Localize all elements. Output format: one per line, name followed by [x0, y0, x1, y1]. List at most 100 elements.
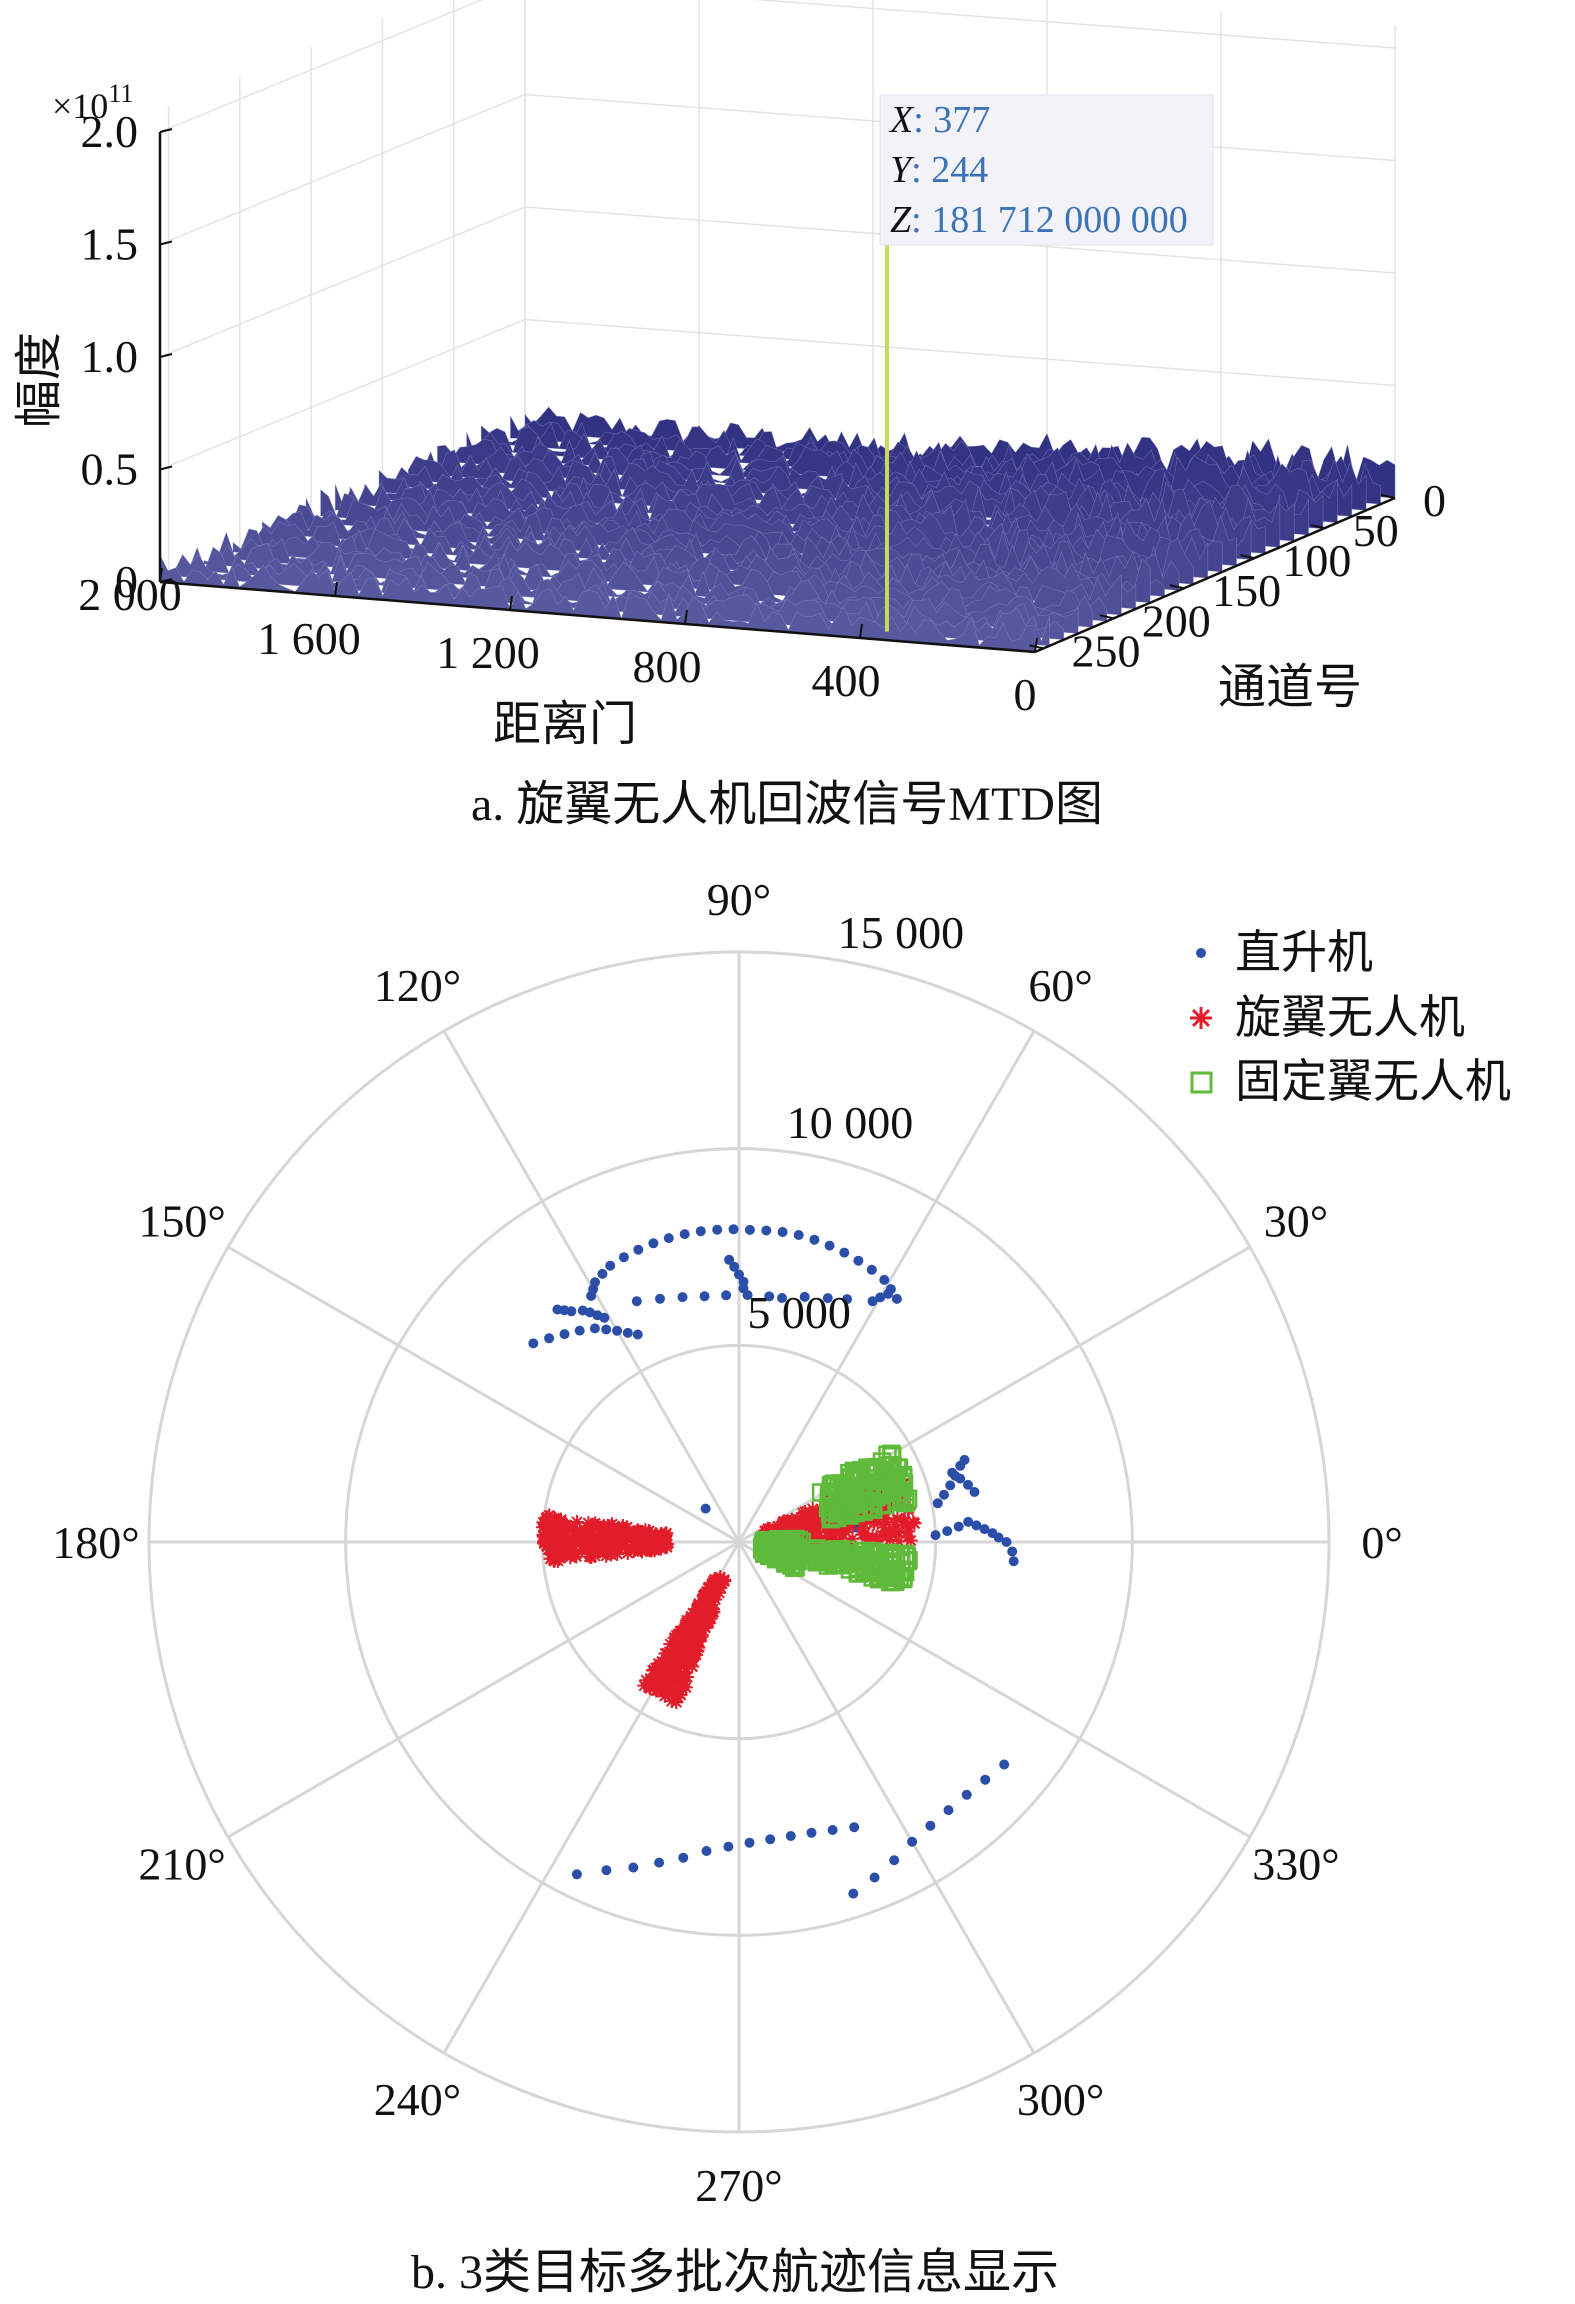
datatip[interactable]: X: 377 Y: 244 Z: 181 712 000 000: [879, 94, 1214, 246]
helicopter-point: [590, 1277, 600, 1288]
helicopter-point: [947, 1467, 958, 1478]
legend-item-helicopter[interactable]: 直升机: [1196, 927, 1373, 978]
polar-spoke: [738, 1540, 1251, 1839]
helicopter-point: [979, 1524, 990, 1535]
helicopter-point: [932, 1498, 943, 1509]
rotor-uav-point: [685, 1659, 700, 1674]
z-exponent: ×1011: [52, 79, 133, 126]
rotor-uav-point: [569, 1546, 584, 1561]
legend-marker-star: [1190, 1007, 1212, 1029]
rotor-uav-point: [549, 1538, 564, 1553]
helicopter-point: [700, 1503, 711, 1514]
rotor-uav-point: [596, 1519, 611, 1534]
helicopter-point: [699, 1291, 710, 1302]
rotor-uav-point: [538, 1515, 553, 1530]
rotor-uav-point: [697, 1607, 712, 1622]
helicopter-point: [777, 1293, 787, 1303]
theta-tick-label: 150°: [138, 1195, 225, 1246]
rotor-uav-point: [809, 1525, 824, 1540]
helicopter-point: [678, 1852, 689, 1863]
helicopter-point: [853, 1255, 864, 1266]
rotor-uav-point: [550, 1553, 565, 1568]
legend: 直升机 旋翼无人机 固定翼无人机: [1190, 927, 1511, 1107]
helicopter-point: [842, 1294, 853, 1305]
rotor-uav-point: [907, 1516, 922, 1531]
datatip-x-key: X: [888, 99, 915, 141]
datatip-y-value: 244: [931, 149, 988, 191]
datatip-box: [879, 94, 1214, 246]
helicopter-point: [930, 1530, 941, 1541]
legend-marker-dot: [1196, 948, 1206, 958]
rotor-uav-point: [708, 1592, 723, 1607]
rotor-uav-point: [865, 1529, 880, 1544]
rotor-uav-point: [643, 1543, 658, 1558]
helicopter-point: [827, 1825, 838, 1835]
rotor-uav-point: [674, 1624, 689, 1639]
helicopter-point: [663, 1233, 674, 1244]
helicopter-point: [764, 1291, 775, 1302]
helicopter-point: [942, 1526, 953, 1537]
rotor-uav-point: [676, 1636, 691, 1651]
rotor-uav-point: [696, 1588, 711, 1603]
polar-track-panel: 0° 30° 60° 90° 120° 150° 180° 210° 240° 270° 300° 3…: [52, 874, 1511, 2299]
rotor-uav-point: [597, 1542, 612, 1557]
rotor-uav-point: [680, 1670, 695, 1685]
x-tick-label: 1 200: [436, 627, 540, 678]
rotor-uav-point: [823, 1521, 838, 1536]
helicopter-point: [1001, 1537, 1012, 1547]
y-tick-label: 50: [1353, 505, 1399, 556]
legend-item-fixed-wing-uav[interactable]: 固定翼无人机: [1190, 1056, 1511, 1107]
helicopter-point: [559, 1329, 570, 1340]
polar-labels: 0° 30° 60° 90° 120° 150° 180° 210° 240° 270° 300° 3…: [52, 874, 1403, 2211]
helicopter-point: [605, 1260, 616, 1271]
helicopter-point: [943, 1805, 954, 1816]
rotor-uav-point: [556, 1544, 571, 1559]
rotor-uav-point: [650, 1535, 665, 1550]
helicopter-point: [875, 1292, 886, 1303]
r-tick-label: 5 000: [747, 1287, 851, 1338]
r-tick-label: 10 000: [787, 1097, 914, 1148]
rotor-uav-point: [690, 1601, 705, 1616]
helicopter-point: [744, 1224, 755, 1235]
helicopter-point: [712, 1224, 723, 1235]
rotor-uav-point: [678, 1680, 693, 1695]
rotor-uav-point: [691, 1628, 706, 1643]
rotor-uav-point: [794, 1516, 809, 1531]
rotor-uav-point: [586, 1544, 601, 1559]
rotor-uav-point: [898, 1514, 913, 1529]
helicopter-point: [959, 1454, 970, 1465]
helicopter-point: [654, 1857, 665, 1868]
r-tick-label: 15 000: [838, 907, 965, 958]
rotor-uav-point: [658, 1528, 673, 1543]
helicopter-point: [765, 1834, 776, 1845]
fixed-wing-uav-point: [784, 1549, 804, 1569]
rotor-uav-point: [805, 1509, 820, 1524]
helicopter-point: [729, 1261, 740, 1272]
rotor-uav-point: [656, 1659, 671, 1674]
rotor-uav-point: [825, 1528, 840, 1543]
rotor-uav-point: [810, 1529, 825, 1544]
helicopter-point: [721, 1290, 732, 1301]
fixed-wing-uav-point: [887, 1492, 906, 1512]
z-tick-label: 1.0: [81, 331, 139, 382]
helicopter-point: [628, 1862, 639, 1873]
rotor-uav-point: [788, 1521, 803, 1536]
helicopter-point: [589, 1323, 600, 1334]
helicopter-point: [993, 1532, 1004, 1543]
legend-item-rotor-uav[interactable]: 旋翼无人机: [1190, 992, 1465, 1043]
fixed-wing-uav-point: [882, 1447, 902, 1466]
helicopter-point: [961, 1789, 972, 1800]
helicopter-point: [618, 1252, 629, 1263]
fixed-wing-uav-point: [758, 1540, 777, 1560]
helicopter-point: [866, 1264, 877, 1275]
polar-grid: [147, 950, 1331, 2134]
rotor-uav-point: [717, 1574, 732, 1589]
rotor-uav-point: [600, 1529, 615, 1544]
rotor-uav-point: [783, 1514, 798, 1529]
helicopter-point: [728, 1224, 739, 1235]
rotor-uav-point: [585, 1525, 600, 1540]
helicopter-point: [953, 1521, 964, 1532]
y-tick-label: 0: [1423, 475, 1446, 526]
theta-tick-label: 0°: [1361, 1517, 1402, 1568]
